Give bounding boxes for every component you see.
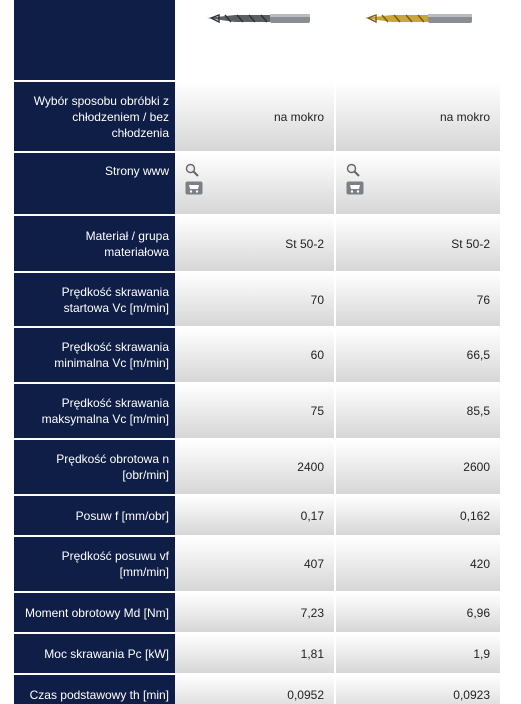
row-label: Prędkość skrawania minimalna Vc [m/min] — [14, 328, 175, 384]
row-label: Prędkość obrotowa n [obr/min] — [14, 440, 175, 496]
row-value-2: 1,9 — [336, 634, 500, 675]
row-value-1: 75 — [175, 384, 336, 440]
row-value-1: 1,81 — [175, 634, 336, 675]
drill-image-2[interactable] — [336, 0, 500, 82]
row-label: Posuw f [mm/obr] — [14, 496, 175, 537]
row-label: Moment obrotowy Md [Nm] — [14, 593, 175, 634]
row-value-1: na mokro — [175, 82, 336, 153]
row-label: Prędkość skrawania startowa Vc [m/min] — [14, 273, 175, 328]
row-value-2: St 50-2 — [336, 216, 500, 273]
row-value-1: 0,17 — [175, 496, 336, 537]
row-value-2: na mokro — [336, 82, 500, 153]
row-value-1: 407 — [175, 537, 336, 593]
row-label: Wybór sposobu obróbki z chłodzeniem / be… — [14, 82, 175, 153]
row-value-2: 0,0923 — [336, 675, 500, 704]
row-value-2: 420 — [336, 537, 500, 593]
row-label: Strony www — [14, 153, 175, 216]
comparison-table: Wybór sposobu obróbki z chłodzeniem / be… — [14, 0, 500, 704]
row-value-2: 6,96 — [336, 593, 500, 634]
row-value-2: 0,162 — [336, 496, 500, 537]
row-value-1: 0,0952 — [175, 675, 336, 704]
table-row: Prędkość skrawania maksymalna Vc [m/min]… — [14, 384, 500, 440]
search-icon[interactable] — [346, 163, 360, 177]
row-value-1 — [175, 153, 336, 216]
row-value-2: 76 — [336, 273, 500, 328]
product-image-cell-2[interactable] — [336, 0, 500, 82]
table-row: Prędkość skrawania startowa Vc [m/min] 7… — [14, 273, 500, 328]
row-value-1: 70 — [175, 273, 336, 328]
table-row: Prędkość obrotowa n [obr/min] 2400 2600 — [14, 440, 500, 496]
drill-image-1[interactable] — [175, 0, 336, 82]
row-value-1: 60 — [175, 328, 336, 384]
table-row: Strony www — [14, 153, 500, 216]
row-label: Prędkość posuwu vf [mm/min] — [14, 537, 175, 593]
row-value-1: 2400 — [175, 440, 336, 496]
row-value-2: 2600 — [336, 440, 500, 496]
row-value-1: St 50-2 — [175, 216, 336, 273]
table-row: Moc skrawania Pc [kW] 1,81 1,9 — [14, 634, 500, 675]
cart-icon[interactable] — [346, 181, 364, 195]
product-image-cell-1[interactable] — [175, 0, 338, 82]
row-value-2: 85,5 — [336, 384, 500, 440]
header-label-cell — [14, 0, 175, 82]
table-row: Prędkość skrawania minimalna Vc [m/min] … — [14, 328, 500, 384]
cart-icon[interactable] — [185, 181, 203, 195]
row-label: Moc skrawania Pc [kW] — [14, 634, 175, 675]
row-label: Prędkość skrawania maksymalna Vc [m/min] — [14, 384, 175, 440]
row-value-2: 66,5 — [336, 328, 500, 384]
search-icon[interactable] — [185, 163, 199, 177]
table-row: Posuw f [mm/obr] 0,17 0,162 — [14, 496, 500, 537]
row-label: Czas podstawowy th [min] — [14, 675, 175, 704]
row-label: Materiał / grupa materiałowa — [14, 216, 175, 273]
table-row: Moment obrotowy Md [Nm] 7,23 6,96 — [14, 593, 500, 634]
row-value-2 — [336, 153, 500, 216]
table-row: Wybór sposobu obróbki z chłodzeniem / be… — [14, 82, 500, 153]
table-row: Prędkość posuwu vf [mm/min] 407 420 — [14, 537, 500, 593]
product-image-row — [14, 0, 500, 82]
table-row: Materiał / grupa materiałowa St 50-2 St … — [14, 216, 500, 273]
table-row: Czas podstawowy th [min] 0,0952 0,0923 — [14, 675, 500, 704]
row-value-1: 7,23 — [175, 593, 336, 634]
